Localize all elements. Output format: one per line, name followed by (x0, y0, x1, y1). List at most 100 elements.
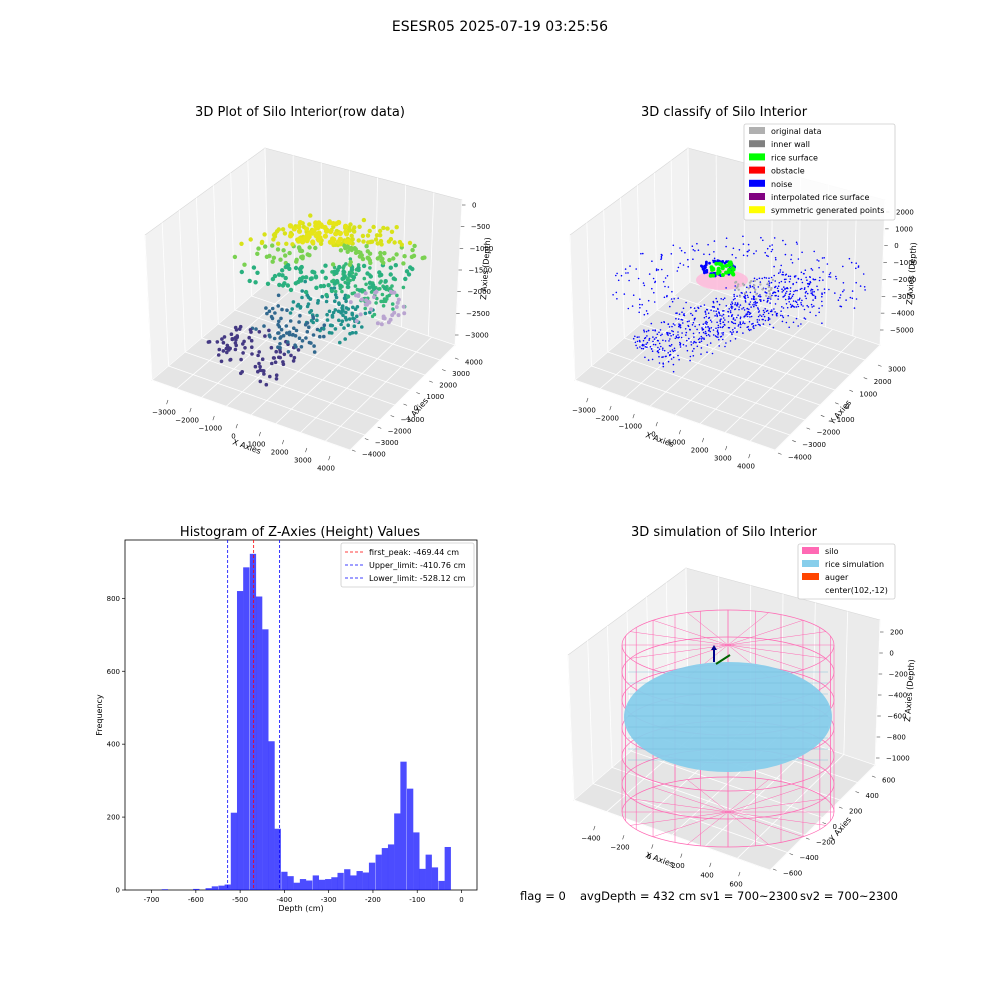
raw-top-point (296, 238, 302, 244)
classify-x-tick-label: 3000 (714, 455, 732, 463)
simulation-auger (711, 645, 731, 665)
classify-noise-point (694, 310, 697, 312)
classify-noise-point (828, 275, 830, 278)
classify-noise-point (775, 294, 777, 297)
classify-noise-point (644, 356, 646, 359)
raw-surface-point (287, 266, 292, 271)
classify-noise-point (777, 298, 779, 300)
raw-data-point (305, 321, 310, 325)
classify-noise-point (771, 314, 774, 316)
classify-noise-point (661, 349, 664, 351)
raw-surface-point (410, 247, 415, 253)
simulation-y-tick-mark (871, 775, 876, 778)
classify-y-tick-label: 1000 (859, 391, 877, 399)
raw-surface-point (326, 283, 331, 288)
classify-noise-point (662, 365, 665, 368)
classify-noise-point (682, 307, 685, 310)
classify-noise-point (784, 298, 787, 301)
classify-noise-point (818, 266, 820, 269)
raw-data-point (348, 331, 352, 336)
classify-noise-point (647, 299, 650, 302)
classify-noise-point (642, 347, 645, 350)
classify-left-grid-line (603, 210, 609, 353)
histogram-bar (205, 888, 212, 890)
raw-lilac-point (386, 320, 391, 325)
raw-left-grid-line (230, 172, 236, 311)
classify-noise-point (823, 288, 826, 290)
raw-surface-point (239, 269, 244, 275)
histogram-title: Histogram of Z-Axies (Height) Values (180, 525, 420, 540)
classify-noise-point (713, 251, 715, 253)
classify-noise-point (822, 279, 824, 281)
classify-original-point (755, 293, 758, 296)
classify-floor-grid-line (599, 289, 715, 390)
classify-noise-point (785, 278, 787, 281)
raw-data-point (268, 374, 272, 379)
classify-noise-point (672, 323, 675, 325)
classify-noise-point (789, 278, 792, 280)
raw-data-point (356, 263, 361, 267)
raw-data-point (322, 334, 326, 339)
classify-noise-point (821, 322, 823, 325)
classify-noise-point (715, 313, 718, 315)
raw-data-point (351, 305, 355, 310)
classify-noise-point (728, 327, 731, 329)
histogram-bar (407, 788, 414, 890)
silo-cap-spoke (630, 798, 729, 813)
raw-floor-grid-line (275, 321, 386, 425)
histogram-x-tick-label: 0 (459, 896, 463, 904)
histogram-x-axis-label: Depth (cm) (278, 904, 323, 913)
classify-noise-point (818, 279, 821, 282)
raw-lilac-point (392, 290, 397, 295)
raw-surface-point (389, 229, 395, 234)
raw-data-point (374, 301, 378, 305)
classify-noise-point (676, 270, 679, 272)
classify-noise-point (717, 333, 719, 336)
raw-data-point (220, 337, 224, 341)
classify-noise-point (788, 297, 791, 299)
classify-noise-point (835, 275, 837, 278)
histogram-legend-box (340, 542, 475, 588)
simulation-y-tick-label: −400 (800, 854, 819, 862)
classify-noise-point (658, 362, 661, 364)
classify-noise-point (650, 348, 653, 350)
classify-noise-point (754, 291, 756, 293)
classify-original-point (753, 284, 756, 287)
status-avg-depth: avgDepth = 432 cm (580, 889, 696, 903)
classify-noise-point (663, 296, 666, 299)
classify-noise-point (853, 307, 856, 309)
classify-noise-point (772, 326, 775, 329)
classify-noise-point (771, 309, 773, 311)
classify-noise-point (662, 347, 664, 350)
raw-surface-point (402, 254, 407, 259)
classify-noise-point (782, 239, 784, 242)
classify-noise-point (697, 249, 700, 251)
raw-surface-point (288, 287, 294, 293)
classify-floor-grid-line (749, 336, 857, 442)
classify-x-tick-mark (586, 397, 589, 403)
classify-noise-point (765, 292, 767, 294)
classify-noise-point (731, 321, 734, 324)
raw-data-point (330, 279, 334, 284)
classify-noise-point (691, 324, 694, 326)
raw-data-point (305, 330, 310, 334)
raw-data-point (258, 379, 263, 384)
classify-noise-point (746, 313, 748, 315)
raw-surface-point (383, 279, 388, 284)
raw-data-point (354, 272, 358, 277)
classify-noise-point (855, 267, 857, 270)
simulation-x-tick-mark (622, 835, 625, 840)
raw-data-point (233, 325, 238, 330)
raw-data-point (345, 277, 350, 282)
classify-noise-point (751, 298, 753, 300)
classify-noise-point (782, 316, 785, 319)
raw-data-point (293, 334, 298, 338)
classify-noise-point (773, 237, 776, 239)
classify-noise-point (818, 260, 820, 262)
classify-noise-point (690, 341, 692, 343)
classify-noise-point (655, 336, 657, 339)
raw-data-point (249, 338, 254, 343)
classify-noise-point (731, 301, 733, 303)
classify-noise-point (769, 310, 772, 313)
classify-noise-point (719, 314, 721, 317)
